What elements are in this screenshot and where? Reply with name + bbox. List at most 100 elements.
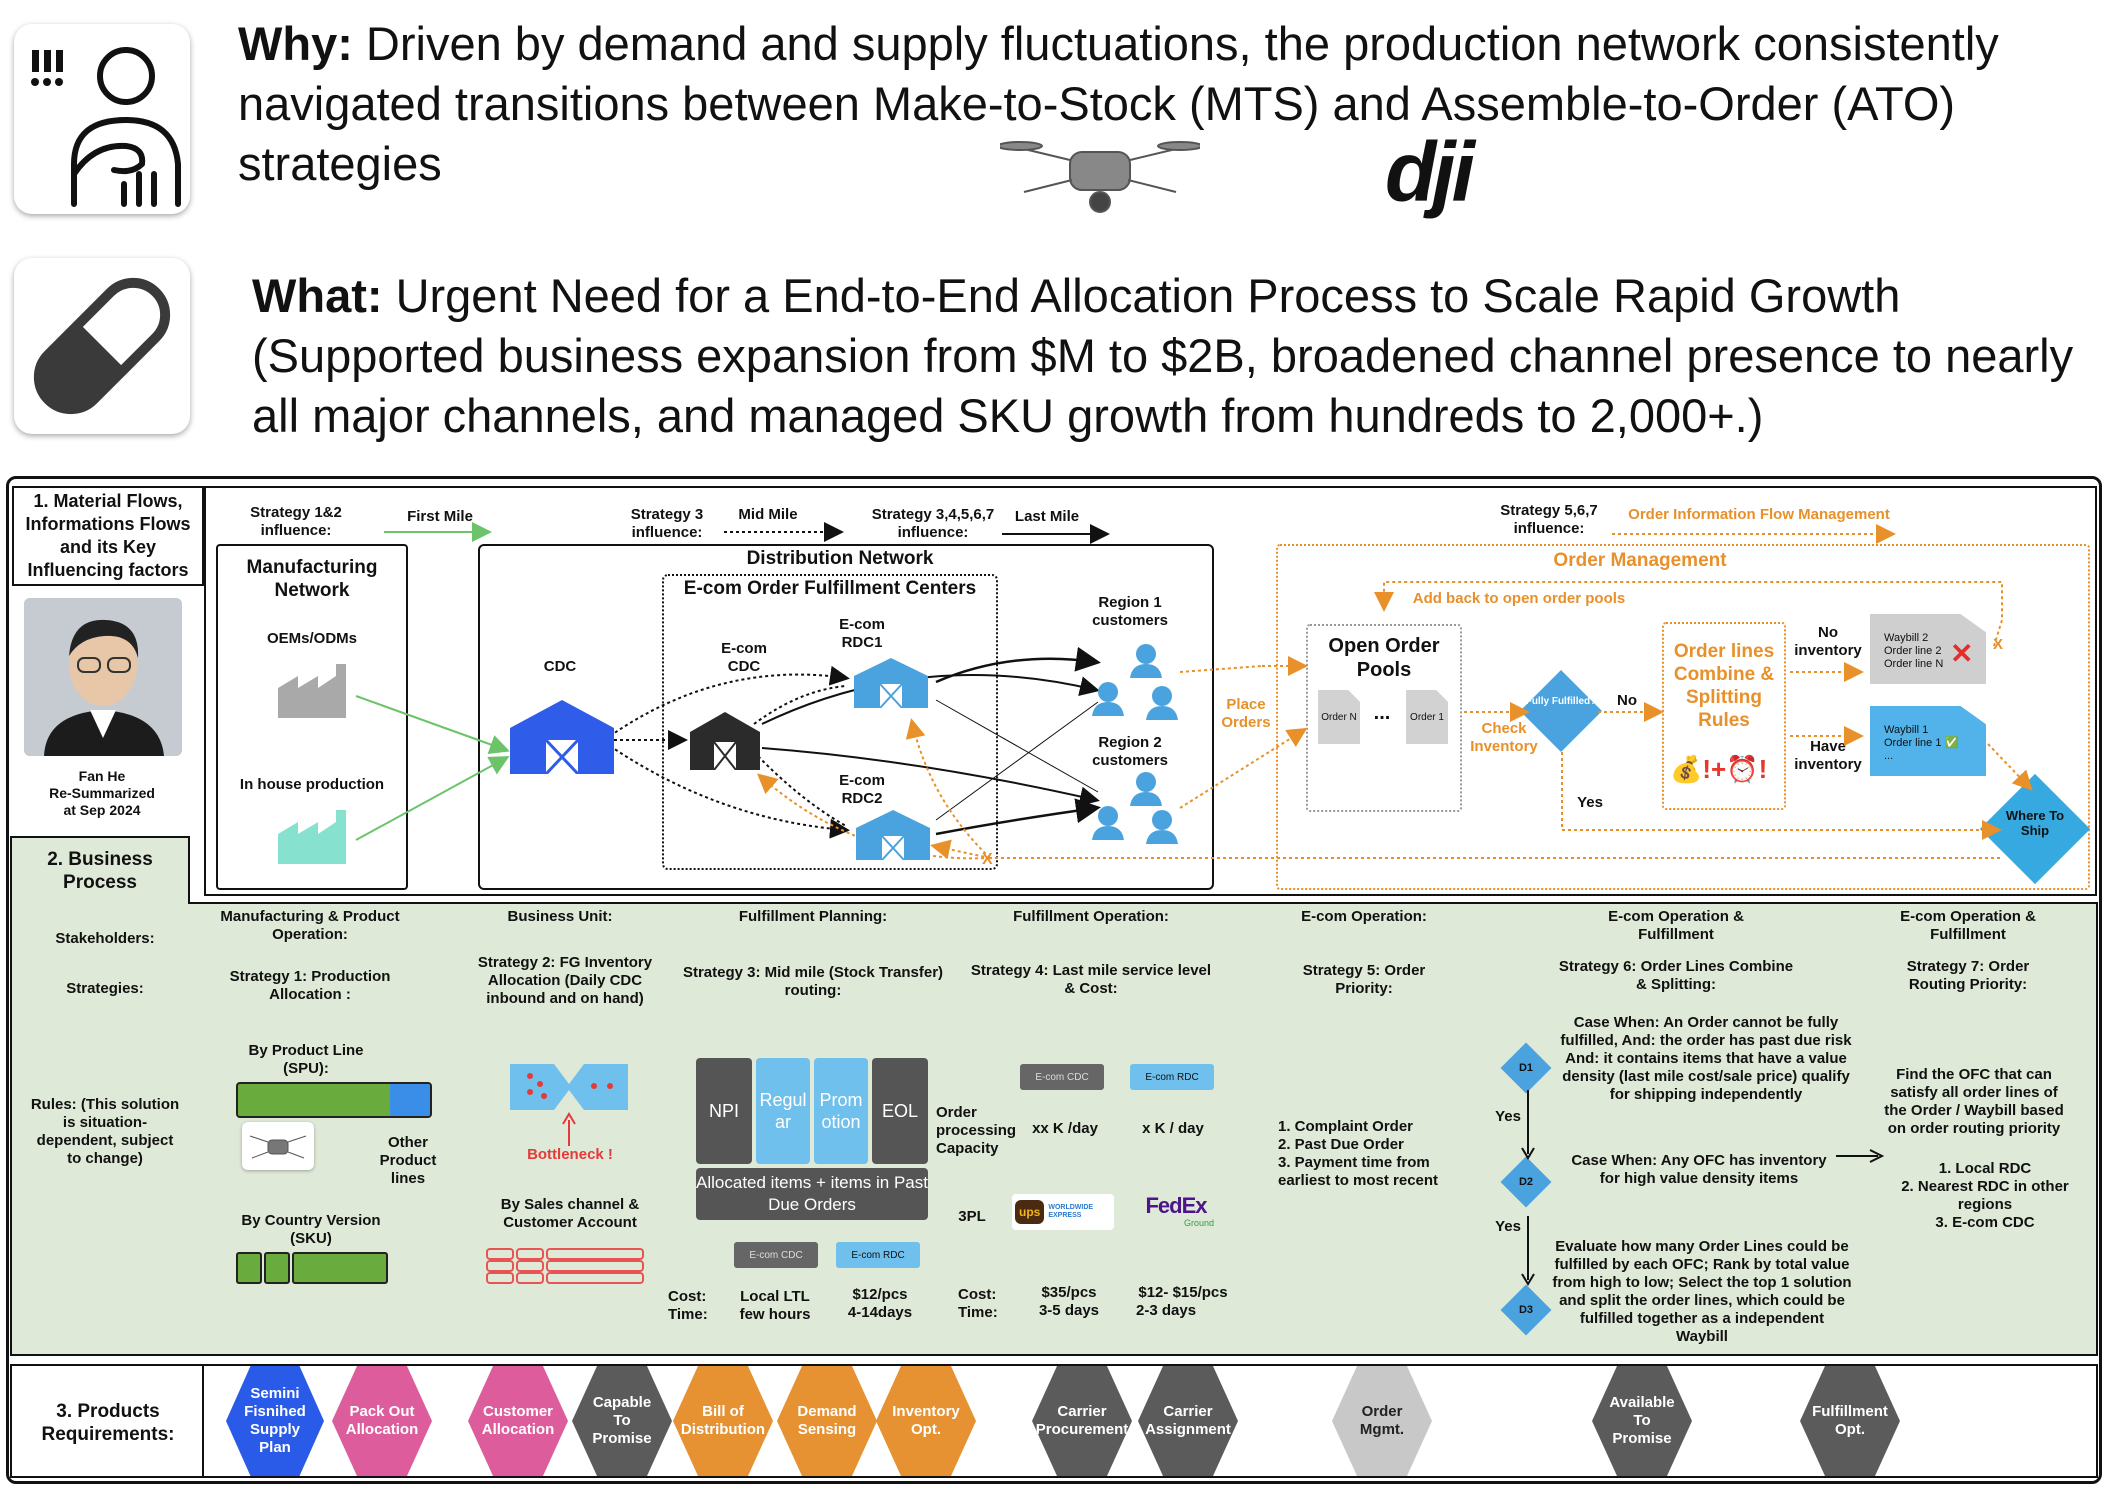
- col6-strat: Strategy 6: Order Lines Combine & Splitt…: [1558, 958, 1794, 993]
- pools-title: Open Order Pools: [1328, 635, 1440, 681]
- rdc2-warehouse-icon: [856, 810, 930, 861]
- s2-bottleneck-label: Bottleneck !: [527, 1146, 613, 1163]
- s4-cost2: $12- $15/pcs: [1138, 1284, 1228, 1301]
- strategies-row-label: Strategies:: [66, 980, 144, 997]
- s5-line2: 2. Past Due Order: [1278, 1136, 1404, 1153]
- section-2-title: 2. Business Process: [47, 849, 153, 893]
- s1-sku-bar: [236, 1252, 388, 1284]
- waybill-1-doc: [1870, 706, 1986, 776]
- fedex-logo: FedEx Ground: [1138, 1194, 1214, 1230]
- add-back-label: Add back to open order pools: [1412, 590, 1626, 607]
- pill-icon: [14, 258, 190, 434]
- s4-time2: 2-3 days: [1136, 1302, 1197, 1319]
- s2-bottleneck-icon: [510, 1062, 628, 1112]
- oifm-label: Order Information Flow Management: [1628, 506, 1890, 523]
- s1-other-lines: Other Product lines: [379, 1134, 437, 1187]
- section-1-label: [12, 486, 204, 586]
- s3-npi: NPI: [696, 1058, 752, 1164]
- s4-chip-rdc: E-com RDC: [1130, 1064, 1214, 1090]
- s7-find: Find the OFC that can satisfy all order …: [1884, 1066, 2064, 1137]
- product-hex: Bill of Distribution: [673, 1366, 773, 1476]
- manufacturing-network-box: [216, 544, 408, 890]
- s3-eol: EOL: [872, 1058, 928, 1164]
- region1-customers-icon: [1090, 640, 1182, 730]
- col2-stake: Business Unit:: [507, 908, 613, 925]
- wb2-line2: Order line 2: [1884, 645, 1942, 657]
- fedex-sub: Ground: [1183, 1218, 1214, 1228]
- factory-gray-icon: [276, 662, 356, 718]
- col3-strat: Strategy 3: Mid mile (Stock Transfer) ro…: [682, 964, 944, 999]
- product-hex: Capable To Promise: [572, 1366, 672, 1476]
- why-statement: Why: Driven by demand and supply fluctua…: [238, 17, 1999, 190]
- d1-yes: Yes: [1495, 1108, 1521, 1125]
- fully-label: Fully Fulfilled?: [1525, 696, 1597, 707]
- s1-drone-icon: [242, 1122, 314, 1170]
- author-photo: [24, 598, 182, 756]
- what-statement: What: Urgent Need for a End-to-End Alloc…: [252, 269, 2074, 442]
- waybill-2-doc: [1870, 614, 1986, 684]
- inhouse-label: In house production: [239, 776, 385, 793]
- author-name: Fan He: [78, 768, 126, 784]
- d3-label: D3: [1518, 1304, 1534, 1316]
- order-mgmt-box: [1276, 544, 2090, 890]
- strat3-label: Strategy 3 influence:: [630, 506, 704, 541]
- order-n-doc: [1318, 690, 1360, 744]
- rules-title: Order lines Combine & Splitting Rules: [1673, 641, 1775, 731]
- order-1-label: Order 1: [1410, 712, 1444, 723]
- s4-cost1: $35/pcs: [1041, 1284, 1097, 1301]
- s3-cost1: Local LTL: [740, 1288, 810, 1305]
- x-mark: X: [1992, 636, 2003, 653]
- col6-stake: E-com Operation & Fulfillment: [1608, 908, 1744, 943]
- s5-line1: 1. Complaint Order: [1278, 1118, 1414, 1135]
- s3-cost2: $12/pcs: [852, 1286, 908, 1303]
- s3-time2: 4-14days: [847, 1304, 913, 1321]
- col4-stake: Fulfillment Operation:: [1013, 908, 1169, 925]
- alert-person-icon: [14, 24, 190, 214]
- s3-time1: few hours: [739, 1306, 811, 1323]
- have-inventory-label: Have inventory: [1794, 738, 1862, 773]
- region2-customers-icon: [1090, 770, 1182, 850]
- s4-3pl: 3PL: [958, 1208, 986, 1225]
- s4-time-label: Time:: [958, 1304, 998, 1321]
- cdc-warehouse-icon: [510, 700, 614, 776]
- col4-strat: Strategy 4: Last mile service level & Co…: [970, 962, 1212, 997]
- efc-box: [662, 574, 998, 870]
- strat12-label: Strategy 1&2 influence:: [250, 504, 342, 539]
- s6-case2: Case When: Any OFC has inventory for hig…: [1571, 1152, 1827, 1187]
- rdc1-warehouse-icon: [854, 658, 928, 709]
- s5-rules: 1. Complaint Order 2. Past Due Order 3. …: [1278, 1118, 1454, 1190]
- ups-badge: ups: [1015, 1200, 1045, 1224]
- s3-allocated: Allocated items + items in Past Due Orde…: [696, 1168, 928, 1220]
- yes-label: Yes: [1577, 794, 1603, 811]
- d2-label: D2: [1518, 1176, 1534, 1188]
- mid-mile-label: Mid Mile: [738, 506, 798, 523]
- no-inventory-label: No inventory: [1794, 624, 1862, 659]
- region1-label: Region 1 customers: [1092, 594, 1168, 629]
- d2-yes: Yes: [1495, 1218, 1521, 1235]
- col5-strat: Strategy 5: Order Priority:: [1302, 962, 1426, 997]
- last-mile-label: Last Mile: [1014, 508, 1080, 525]
- section-3-title: 3. Products Requirements:: [41, 1401, 175, 1445]
- factory-green-icon: [276, 808, 356, 864]
- dji-logo: dji: [1385, 125, 1475, 219]
- cross-icon: ✕: [1950, 638, 1974, 669]
- s3-promotion: Prom otion: [814, 1058, 868, 1164]
- author-line3: at Sep 2024: [63, 802, 141, 818]
- s5-line3: 3. Payment time from earliest to most re…: [1278, 1154, 1439, 1189]
- mfg-title: Manufacturing Network: [246, 557, 378, 601]
- s4-cost-label: Cost:: [958, 1286, 997, 1303]
- s7-line3: 3. E-com CDC: [1935, 1214, 2035, 1231]
- s1-bar-blue: [390, 1084, 430, 1116]
- oems-label: OEMs/ODMs: [266, 630, 357, 647]
- col2-strat: Strategy 2: FG Inventory Allocation (Dai…: [477, 954, 653, 1007]
- first-mile-label: First Mile: [407, 508, 473, 525]
- bottleneck-arrow: [562, 1112, 576, 1146]
- col5-stake: E-com Operation:: [1301, 908, 1427, 925]
- s7-line1: 1. Local RDC: [1938, 1160, 2032, 1177]
- worldwide-text: WORLDWIDE EXPRESS: [1048, 1204, 1094, 1219]
- col7-stake: E-com Operation & Fulfillment: [1900, 908, 2036, 943]
- s7-list: 1. Local RDC 2. Nearest RDC in other reg…: [1900, 1160, 2070, 1232]
- check-inventory-label: Check Inventory: [1470, 720, 1538, 755]
- s4-capacity: Order processing Capacity: [936, 1104, 1017, 1157]
